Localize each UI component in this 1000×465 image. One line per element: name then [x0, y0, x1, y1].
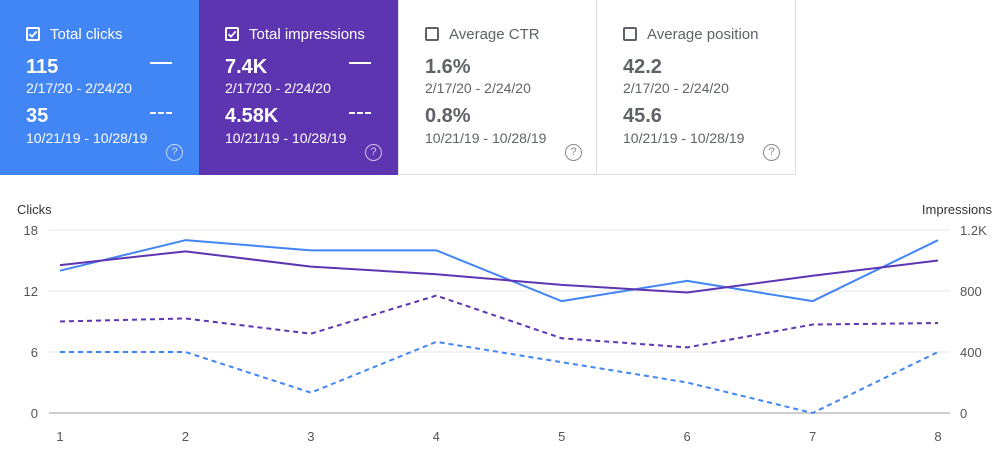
- previous-value: 45.6: [623, 105, 662, 127]
- current-value: 42.2: [623, 56, 662, 78]
- y-left-tick-label: 6: [31, 345, 38, 360]
- x-tick-label: 2: [182, 429, 189, 444]
- average-position-card[interactable]: Average position 42.2 2/17/20 - 2/24/20 …: [597, 0, 796, 175]
- checkbox-unchecked-icon[interactable]: [623, 27, 637, 41]
- x-tick-label: 6: [684, 429, 691, 444]
- previous-date-range: 10/21/19 - 10/28/19: [225, 130, 347, 146]
- previous-date-range: 10/21/19 - 10/28/19: [26, 130, 148, 146]
- y-right-tick-label: 400: [960, 345, 982, 360]
- impressions-previous-series-line: [59, 294, 939, 349]
- y-right-tick-label: 0: [960, 406, 967, 421]
- card-title: Total impressions: [249, 26, 365, 43]
- average-ctr-card[interactable]: Average CTR 1.6% 2/17/20 - 2/24/20 0.8% …: [398, 0, 597, 175]
- solid-line-legend-icon: [349, 62, 371, 64]
- current-date-range: 2/17/20 - 2/24/20: [225, 80, 331, 96]
- solid-line-legend-icon: [150, 62, 172, 64]
- dashed-line-legend-icon: [150, 112, 172, 114]
- x-tick-label: 8: [934, 429, 941, 444]
- card-title: Average CTR: [449, 26, 540, 43]
- clicks-previous-series-line: [60, 340, 939, 414]
- help-icon[interactable]: ?: [365, 144, 382, 161]
- y-axis-left-title: Clicks: [17, 202, 52, 217]
- previous-value: 35: [26, 105, 49, 127]
- y-right-tick-label: 1.2K: [960, 223, 987, 238]
- help-icon[interactable]: ?: [565, 144, 582, 161]
- y-left-tick-label: 18: [24, 223, 38, 238]
- y-left-tick-label: 0: [31, 406, 38, 421]
- previous-date-range: 10/21/19 - 10/28/19: [623, 130, 745, 146]
- dashed-line-legend-icon: [349, 112, 371, 114]
- impressions-current-series-line: [59, 250, 939, 294]
- previous-date-range: 10/21/19 - 10/28/19: [425, 130, 547, 146]
- current-value: 115: [26, 56, 59, 78]
- checkbox-unchecked-icon[interactable]: [425, 27, 439, 41]
- card-title: Average position: [647, 26, 759, 43]
- y-left-tick-label: 12: [24, 284, 38, 299]
- x-tick-label: 4: [433, 429, 440, 444]
- previous-value: 0.8%: [425, 105, 471, 127]
- card-title: Total clicks: [50, 26, 123, 43]
- total-clicks-card[interactable]: Total clicks 115 2/17/20 - 2/24/20 35 10…: [0, 0, 199, 175]
- x-tick-label: 5: [558, 429, 565, 444]
- current-date-range: 2/17/20 - 2/24/20: [425, 80, 531, 96]
- help-icon[interactable]: ?: [763, 144, 780, 161]
- checkbox-checked-icon[interactable]: [225, 27, 239, 41]
- current-date-range: 2/17/20 - 2/24/20: [623, 80, 729, 96]
- clicks-current-series-line: [59, 239, 939, 303]
- previous-value: 4.58K: [225, 105, 279, 127]
- total-impressions-card[interactable]: Total impressions 7.4K 2/17/20 - 2/24/20…: [199, 0, 398, 175]
- x-tick-label: 7: [809, 429, 816, 444]
- x-tick-label: 3: [307, 429, 314, 444]
- metric-cards: Total clicks 115 2/17/20 - 2/24/20 35 10…: [0, 0, 798, 175]
- series-lines: [59, 239, 939, 414]
- x-tick-label: 1: [56, 429, 63, 444]
- current-date-range: 2/17/20 - 2/24/20: [26, 80, 132, 96]
- y-axis-right-title: Impressions: [922, 202, 993, 217]
- y-right-tick-label: 800: [960, 284, 982, 299]
- help-icon[interactable]: ?: [166, 144, 183, 161]
- current-value: 1.6%: [425, 56, 471, 78]
- current-value: 7.4K: [225, 56, 268, 78]
- gridlines: [49, 229, 950, 414]
- checkbox-checked-icon[interactable]: [26, 27, 40, 41]
